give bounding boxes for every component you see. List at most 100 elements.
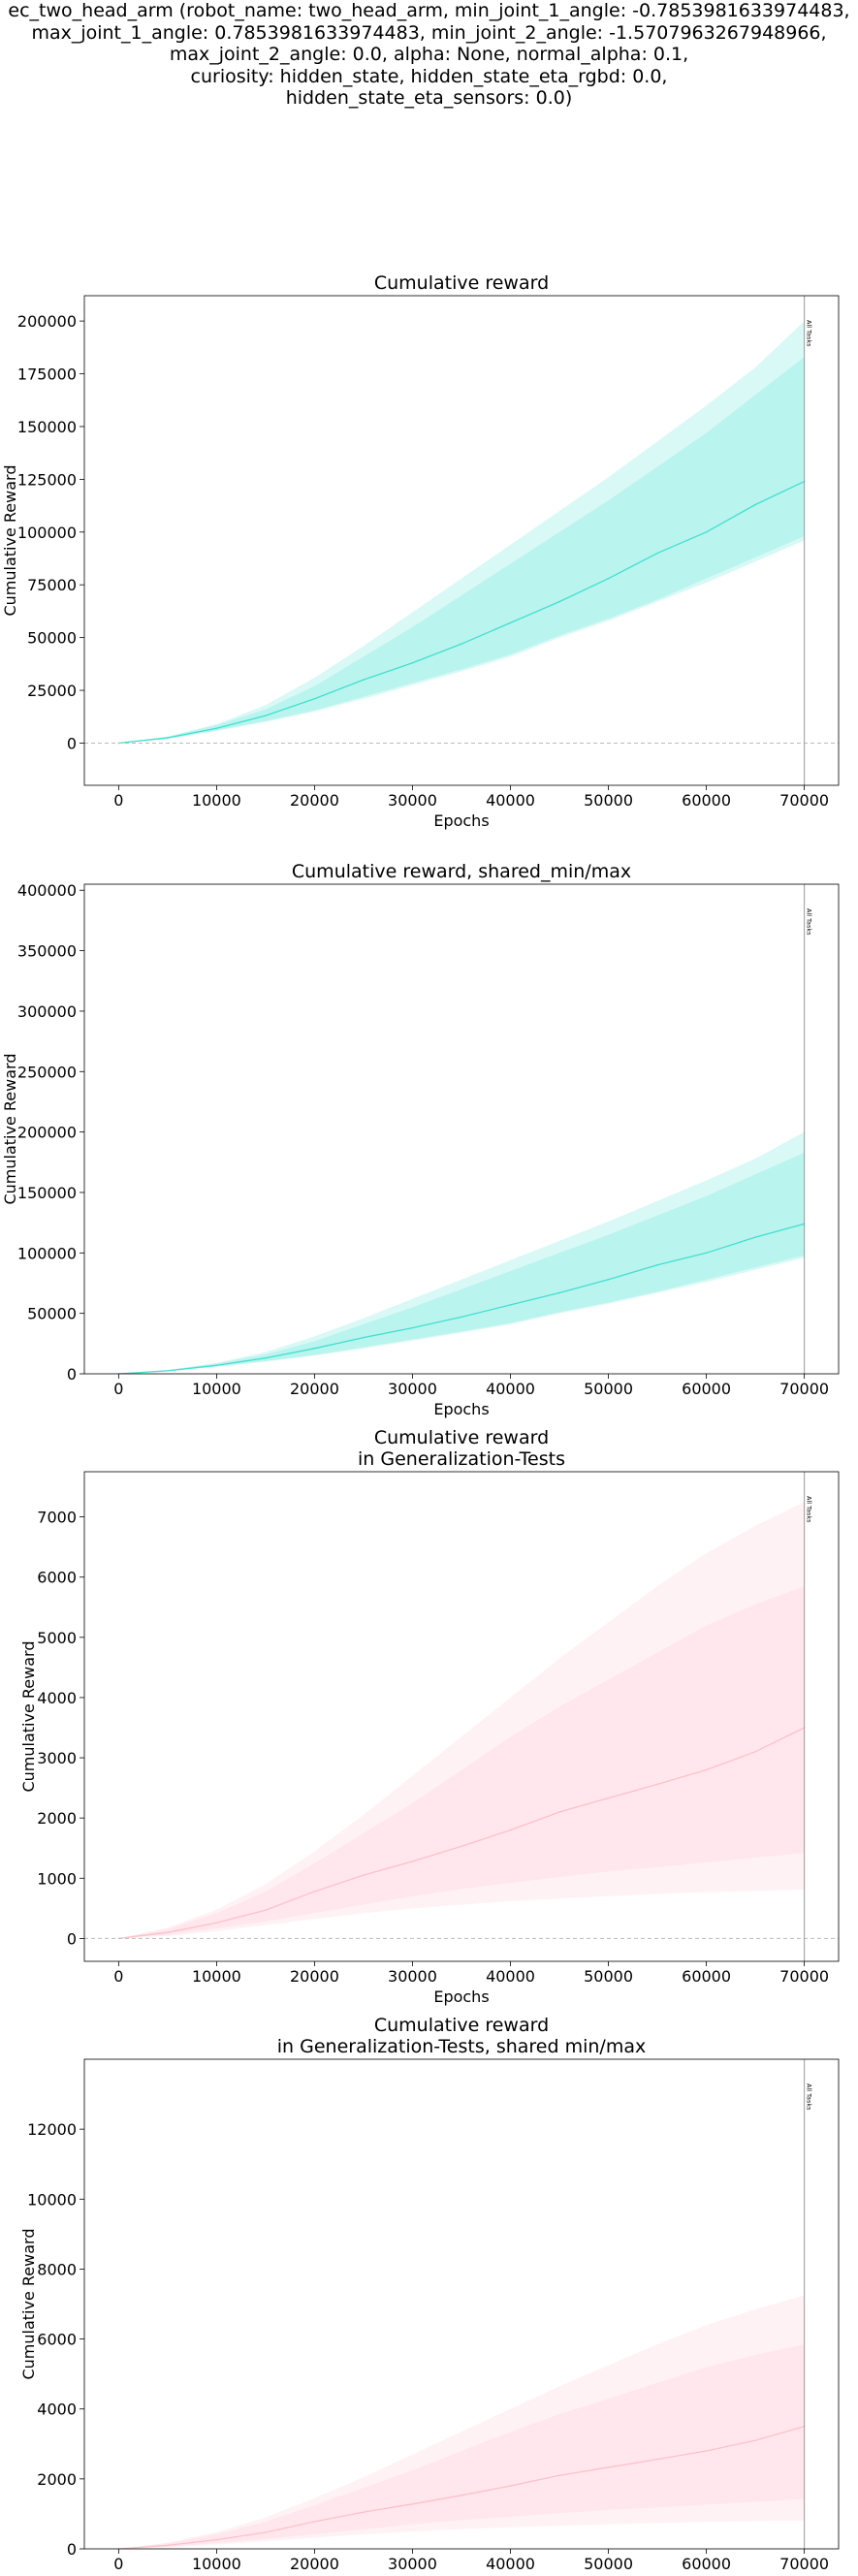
x-tick-label: 70000 — [779, 1380, 829, 1398]
x-tick-label: 0 — [113, 2555, 123, 2573]
x-tick-label: 40000 — [486, 2555, 535, 2573]
y-tick-label: 150000 — [17, 418, 77, 436]
data-point — [509, 2485, 512, 2487]
chart-title: Cumulative reward — [374, 272, 549, 294]
data-point — [558, 2474, 560, 2477]
x-tick-label: 10000 — [192, 791, 241, 810]
data-point — [265, 715, 267, 716]
x-tick-label: 20000 — [290, 791, 339, 810]
data-point — [215, 2538, 218, 2541]
x-tick-label: 20000 — [290, 1380, 339, 1398]
y-tick-label: 50000 — [27, 629, 77, 648]
y-tick-label: 100000 — [17, 524, 77, 542]
data-point — [461, 1845, 462, 1848]
data-point — [558, 1291, 560, 1294]
x-tick-label: 40000 — [486, 791, 535, 810]
y-tick-label: 200000 — [17, 1124, 77, 1142]
series-band-outer — [118, 1131, 805, 1374]
x-tick-label: 50000 — [584, 2555, 633, 2573]
data-point — [754, 2439, 756, 2441]
data-point — [509, 1829, 512, 1831]
chart-title: Cumulative reward — [374, 1427, 549, 1448]
y-tick-label: 10000 — [27, 2190, 77, 2209]
series-band-outer — [118, 321, 805, 744]
chart-title: Cumulative reward, shared_min/max — [292, 861, 631, 882]
data-point — [313, 2521, 316, 2523]
data-point — [607, 1797, 610, 1799]
data-point — [509, 621, 512, 624]
data-point — [167, 1931, 169, 1933]
x-tick-label: 70000 — [779, 791, 829, 810]
y-tick-label: 0 — [67, 2540, 77, 2559]
data-point — [411, 1860, 414, 1862]
data-point — [656, 1783, 658, 1786]
x-tick-label: 50000 — [584, 1967, 633, 1986]
data-point — [754, 1751, 756, 1753]
y-tick-label: 300000 — [17, 1002, 77, 1021]
data-point — [558, 600, 560, 603]
y-tick-label: 75000 — [27, 576, 77, 594]
data-point — [607, 577, 610, 580]
y-tick-label: 25000 — [27, 682, 77, 700]
data-point — [167, 737, 169, 739]
data-point — [215, 1922, 218, 1924]
chart-4: All Tasks 0 10000 20000 30000 40000 50000 60000… — [19, 2015, 840, 2576]
chart-title: Cumulative reward — [374, 2015, 549, 2036]
figure-suptitle: ec_two_head_arm (robot_name: two_head_ar… — [8, 0, 850, 109]
plot-area — [84, 321, 839, 745]
x-axis-label: Epochs — [433, 1400, 489, 1418]
chart-1: All Tasks 0 10000 20000 30000 40000 50000 60000… — [1, 272, 840, 830]
x-tick-label: 10000 — [192, 1967, 241, 1986]
y-tick-label: 5000 — [37, 1629, 77, 1647]
series-band-inner — [118, 357, 805, 744]
y-tick-label: 7000 — [37, 1509, 77, 1527]
x-tick-label: 0 — [113, 791, 123, 810]
x-tick-label: 30000 — [388, 2555, 437, 2573]
x-axis-label: Epochs — [433, 1988, 489, 2006]
x-tick-label: 30000 — [388, 791, 437, 810]
y-tick-label: 200000 — [17, 312, 77, 331]
data-point — [363, 679, 365, 681]
x-tick-label: 10000 — [192, 2555, 241, 2573]
y-tick-label: 0 — [67, 1365, 77, 1383]
x-tick-label: 20000 — [290, 1967, 339, 1986]
data-point — [363, 2511, 365, 2513]
vline-label: All Tasks — [806, 2083, 813, 2111]
plot-area — [117, 2295, 806, 2549]
data-point — [411, 1326, 414, 1329]
y-tick-label: 250000 — [17, 1063, 77, 1081]
data-point — [265, 1909, 267, 1912]
data-point — [215, 727, 218, 730]
data-point — [313, 1891, 316, 1892]
y-tick-label: 100000 — [17, 1244, 77, 1262]
y-tick-label: 150000 — [17, 1184, 77, 1202]
x-tick-label: 70000 — [779, 1967, 829, 1986]
series-band-outer — [118, 1502, 805, 1939]
data-point — [363, 1874, 365, 1876]
data-point — [215, 1364, 218, 1367]
data-point — [705, 1252, 708, 1255]
y-tick-label: 125000 — [17, 470, 77, 489]
data-point — [705, 1768, 708, 1771]
plot-frame — [83, 2058, 840, 2550]
data-point — [558, 1811, 560, 1813]
data-point — [167, 1370, 169, 1372]
data-point — [656, 2458, 658, 2461]
y-tick-label: 3000 — [37, 1749, 77, 1767]
x-tick-label: 20000 — [290, 2555, 339, 2573]
y-tick-label: 350000 — [17, 942, 77, 961]
data-point — [363, 1336, 365, 1339]
series-band-inner — [118, 1586, 805, 1939]
y-axis-label: Cumulative Reward — [1, 1054, 19, 1205]
y-tick-label: 2000 — [37, 1809, 77, 1828]
x-tick-label: 60000 — [682, 2555, 731, 2573]
data-point — [461, 1316, 462, 1319]
data-point — [411, 2503, 414, 2505]
y-tick-label: 1000 — [37, 1869, 77, 1888]
y-tick-label: 0 — [67, 1929, 77, 1948]
x-tick-label: 10000 — [192, 1380, 241, 1398]
x-tick-label: 50000 — [584, 791, 633, 810]
chart-2: All Tasks 0 10000 20000 30000 40000 50000 60000… — [1, 861, 840, 1418]
x-tick-label: 0 — [113, 1380, 123, 1398]
